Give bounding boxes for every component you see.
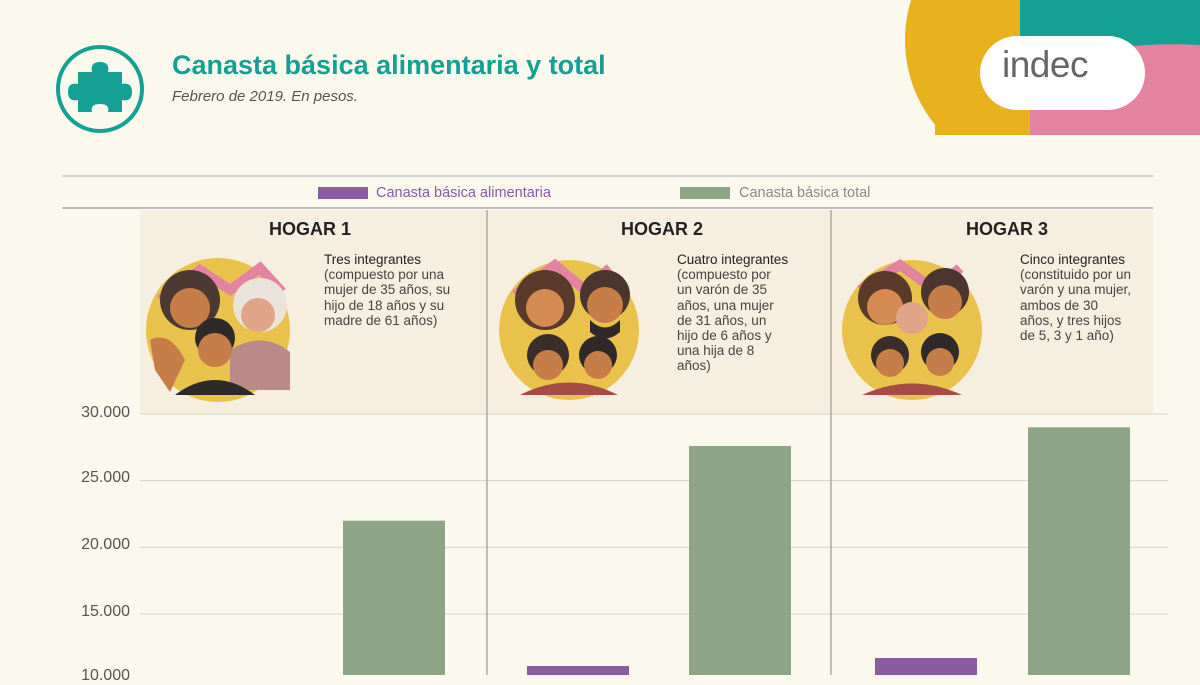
bar-total-hogar-2 [689, 446, 791, 675]
chart-subtitle: Febrero de 2019. En pesos. [172, 88, 358, 105]
y-tick-label: 10.000 [81, 667, 130, 684]
y-tick-label: 15.000 [81, 603, 130, 620]
gridlines [140, 413, 1168, 615]
hogar-2-description: Cuatro integrantes (compuesto por un var… [677, 252, 789, 374]
hogar-3-detail: (constituido por un varón y una mujer, a… [1020, 267, 1132, 344]
y-tick-label: 20.000 [81, 536, 130, 553]
hogar-3-title: HOGAR 3 [965, 219, 1048, 239]
legend-swatch-total [680, 187, 730, 199]
hogar-1-description: Tres integrantes (compuesto por una muje… [324, 252, 454, 328]
bar-total-hogar-3 [1028, 427, 1130, 675]
decorative-shapes [900, 0, 1200, 175]
y-tick-label: 30.000 [81, 404, 130, 421]
bar-alimentaria-hogar-3 [875, 658, 977, 675]
hogar-1-title: HOGAR 1 [268, 219, 351, 239]
portrait-hogar-2 [499, 258, 639, 400]
bar-alimentaria-hogar-2 [527, 666, 629, 675]
portrait-hogar-3 [842, 258, 982, 400]
hogar-2-title: HOGAR 2 [620, 219, 703, 239]
portrait-hogar-1 [146, 258, 290, 402]
legend-swatch-alimentaria [318, 187, 368, 199]
hogar-3-description: Cinco integrantes (constituido por un va… [1020, 252, 1132, 343]
hogar-2-detail: (compuesto por un varón de 35 años, una … [677, 267, 774, 374]
legend-label-total: Canasta básica total [739, 185, 871, 201]
bar-total-hogar-1 [343, 520, 445, 675]
indec-logo: indec [1002, 44, 1088, 85]
y-tick-label: 25.000 [81, 469, 130, 486]
hogar-2-lead: Cuatro integrantes [677, 252, 789, 267]
hogar-1-lead: Tres integrantes [324, 252, 422, 267]
puzzle-icon [56, 45, 144, 133]
hogar-1-detail: (compuesto por una mujer de 35 años, su … [324, 267, 451, 328]
chart-title: Canasta básica alimentaria y total [172, 50, 606, 80]
hogar-3-lead: Cinco integrantes [1020, 252, 1126, 267]
households-panel [140, 210, 1153, 415]
legend-label-alimentaria: Canasta básica alimentaria [376, 185, 551, 201]
bars [343, 427, 1130, 675]
